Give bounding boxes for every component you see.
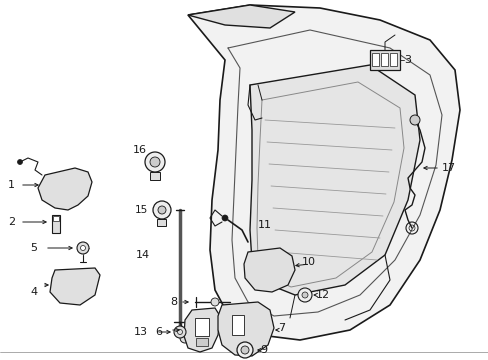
- Polygon shape: [183, 308, 220, 352]
- Text: 11: 11: [258, 220, 271, 230]
- Text: 6: 6: [155, 327, 162, 337]
- Polygon shape: [249, 65, 419, 295]
- Polygon shape: [244, 248, 294, 292]
- Text: 16: 16: [133, 145, 147, 155]
- Text: 1: 1: [8, 180, 15, 190]
- Text: 9: 9: [260, 345, 266, 355]
- Circle shape: [302, 292, 307, 298]
- Circle shape: [241, 346, 248, 354]
- Polygon shape: [187, 5, 459, 340]
- Bar: [150, 172, 160, 180]
- Text: 7: 7: [278, 323, 285, 333]
- Circle shape: [18, 159, 22, 165]
- Text: 17: 17: [441, 163, 455, 173]
- Bar: [195, 318, 208, 336]
- Circle shape: [150, 157, 160, 167]
- Text: 10: 10: [302, 257, 315, 267]
- Polygon shape: [187, 5, 294, 28]
- Text: 4: 4: [30, 287, 37, 297]
- Circle shape: [237, 342, 252, 358]
- Bar: [380, 53, 387, 66]
- Bar: [231, 315, 244, 335]
- Bar: [389, 53, 396, 66]
- Text: 8: 8: [170, 297, 177, 307]
- Circle shape: [158, 206, 165, 214]
- Circle shape: [297, 288, 311, 302]
- Polygon shape: [50, 268, 100, 305]
- Circle shape: [81, 246, 85, 251]
- Text: 12: 12: [315, 290, 329, 300]
- Bar: [52, 215, 60, 233]
- Circle shape: [153, 201, 171, 219]
- Circle shape: [145, 152, 164, 172]
- Bar: [157, 219, 165, 226]
- Text: 5: 5: [30, 243, 37, 253]
- Polygon shape: [218, 302, 273, 356]
- Circle shape: [77, 242, 89, 254]
- Bar: [369, 50, 399, 70]
- Bar: [371, 53, 378, 66]
- Text: 13: 13: [134, 327, 148, 337]
- Polygon shape: [38, 168, 92, 210]
- Circle shape: [409, 115, 419, 125]
- Text: 15: 15: [135, 205, 148, 215]
- Text: 2: 2: [8, 217, 15, 227]
- Text: 3: 3: [403, 55, 410, 65]
- Circle shape: [180, 333, 190, 343]
- Circle shape: [210, 298, 219, 306]
- Circle shape: [222, 215, 227, 221]
- Bar: [53, 216, 59, 221]
- Text: 14: 14: [136, 250, 150, 260]
- Bar: [196, 338, 207, 346]
- Circle shape: [174, 326, 185, 338]
